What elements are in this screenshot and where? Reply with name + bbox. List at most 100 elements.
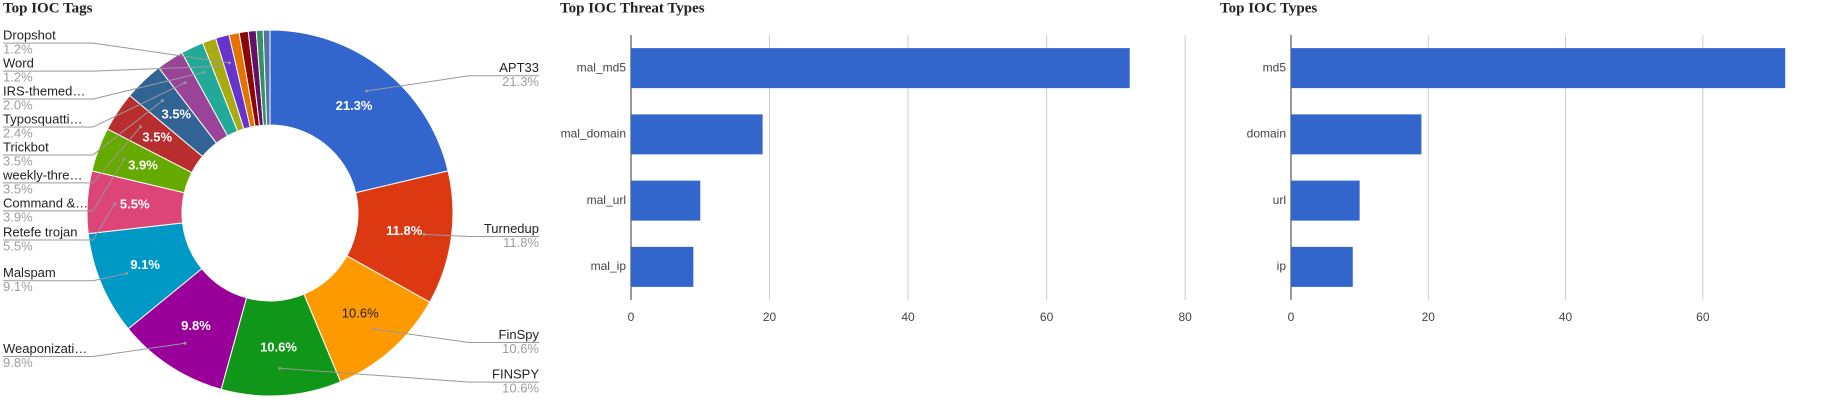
leader-dot bbox=[122, 157, 126, 161]
x-tick-label: 20 bbox=[763, 310, 777, 324]
y-tick-label: domain bbox=[1247, 127, 1286, 141]
x-tick-label: 80 bbox=[1178, 310, 1192, 324]
legend-label: FinSpy bbox=[499, 327, 540, 342]
leader-line bbox=[3, 203, 116, 241]
bar bbox=[631, 180, 701, 221]
slice-label: 10.6% bbox=[260, 340, 297, 355]
leader-line bbox=[3, 126, 141, 184]
legend-value: 2.0% bbox=[3, 97, 33, 112]
slice-label: 9.1% bbox=[130, 257, 160, 272]
leader-line bbox=[424, 233, 539, 238]
legend-label: Command &… bbox=[3, 195, 88, 210]
chart-title: Top IOC Threat Types bbox=[560, 0, 705, 16]
slice-label: 3.5% bbox=[142, 129, 172, 144]
y-tick-label: url bbox=[1273, 193, 1286, 207]
legend-value: 5.5% bbox=[3, 238, 33, 253]
bar bbox=[631, 246, 694, 287]
bar-chart: Top IOC Threat Types 0 20 40 60 80 mal_md5 mal_… bbox=[560, 0, 1192, 324]
bar bbox=[631, 114, 763, 155]
legend-label: weekly-thre… bbox=[2, 167, 82, 182]
slice-label: 5.5% bbox=[120, 196, 150, 211]
legend-label: Turnedup bbox=[484, 221, 539, 236]
leader-dot bbox=[216, 64, 220, 68]
leader-line bbox=[366, 75, 539, 92]
slice-label: 9.8% bbox=[181, 318, 211, 333]
leader-line bbox=[3, 272, 127, 282]
bar bbox=[1291, 180, 1360, 221]
leader-line bbox=[3, 158, 125, 212]
y-tick-label: mal_ip bbox=[591, 259, 627, 273]
legend-value: 11.8% bbox=[503, 235, 539, 250]
legend-label: Retefe trojan bbox=[3, 224, 77, 239]
legend-value: 3.5% bbox=[3, 153, 33, 168]
leader-dot bbox=[422, 232, 426, 236]
legend-value: 21.3% bbox=[502, 74, 539, 89]
legend-value: 9.8% bbox=[3, 355, 33, 370]
bar bbox=[1291, 246, 1353, 287]
y-tick-label: ip bbox=[1277, 259, 1287, 273]
x-tick-label: 40 bbox=[1559, 310, 1573, 324]
legend-value: 3.9% bbox=[3, 209, 33, 224]
leader-dot bbox=[125, 271, 129, 275]
leader-dot bbox=[183, 341, 187, 345]
y-tick-label: mal_url bbox=[587, 193, 626, 207]
legend-label: APT33 bbox=[499, 60, 539, 75]
x-tick-label: 0 bbox=[1288, 310, 1295, 324]
leader-line bbox=[3, 42, 230, 64]
legend-value: 10.6% bbox=[502, 381, 539, 396]
y-tick-label: mal_domain bbox=[561, 127, 626, 141]
leader-dot bbox=[227, 61, 231, 65]
legend-value: 1.2% bbox=[3, 70, 33, 85]
x-tick-label: 60 bbox=[1040, 310, 1054, 324]
leader-line bbox=[3, 100, 163, 156]
legend-value: 10.6% bbox=[502, 341, 539, 356]
leader-line bbox=[279, 367, 539, 383]
leader-line bbox=[3, 65, 219, 72]
leader-dot bbox=[160, 99, 164, 103]
legend-label: Word bbox=[3, 56, 34, 71]
chart-title: Top IOC Tags bbox=[3, 0, 93, 16]
chart-title: Top IOC Types bbox=[1220, 0, 1317, 16]
bar-chart: Top IOC Types020406080md5domainurlip bbox=[1220, 0, 1786, 324]
bar bbox=[631, 48, 1130, 89]
slice-label: 3.5% bbox=[161, 107, 191, 122]
legend-value: 3.5% bbox=[3, 181, 33, 196]
slice-label: 11.8% bbox=[386, 223, 423, 238]
legend-value: 1.2% bbox=[3, 42, 33, 57]
pie-slice bbox=[269, 29, 449, 194]
x-tick-label: 40 bbox=[901, 310, 915, 324]
leader-dot bbox=[183, 81, 187, 85]
legend-label: Dropshot bbox=[3, 28, 56, 43]
legend-label: IRS-themed… bbox=[3, 83, 85, 98]
legend-label: Weaponizati… bbox=[3, 341, 87, 356]
slice-label: 10.6% bbox=[342, 306, 379, 321]
leader-dot bbox=[372, 327, 376, 331]
bar bbox=[1291, 48, 1786, 89]
leader-dot bbox=[139, 125, 143, 129]
y-tick-label: mal_md5 bbox=[577, 60, 627, 74]
leader-line bbox=[373, 328, 539, 344]
leader-dot bbox=[278, 366, 282, 370]
y-tick-label: md5 bbox=[1263, 60, 1287, 74]
x-tick-label: 60 bbox=[1696, 310, 1710, 324]
legend-label: FINSPY bbox=[492, 367, 539, 382]
legend-value: 9.1% bbox=[3, 279, 33, 294]
legend-label: Malspam bbox=[3, 265, 56, 280]
leader-line bbox=[3, 342, 186, 357]
leader-line bbox=[3, 71, 204, 100]
pie-slice bbox=[262, 29, 271, 126]
leader-dot bbox=[364, 89, 368, 93]
bar bbox=[1291, 114, 1422, 155]
legend-value: 2.4% bbox=[3, 125, 33, 140]
legend-label: Typosquatti… bbox=[3, 111, 83, 126]
legend-label: Trickbot bbox=[3, 139, 49, 154]
leader-line bbox=[3, 82, 186, 128]
x-tick-label: 0 bbox=[628, 310, 635, 324]
x-tick-label: 20 bbox=[1422, 310, 1436, 324]
leader-dot bbox=[202, 70, 206, 74]
leader-dot bbox=[113, 202, 117, 206]
slice-label: 21.3% bbox=[336, 98, 373, 113]
slice-label: 3.9% bbox=[128, 157, 158, 172]
